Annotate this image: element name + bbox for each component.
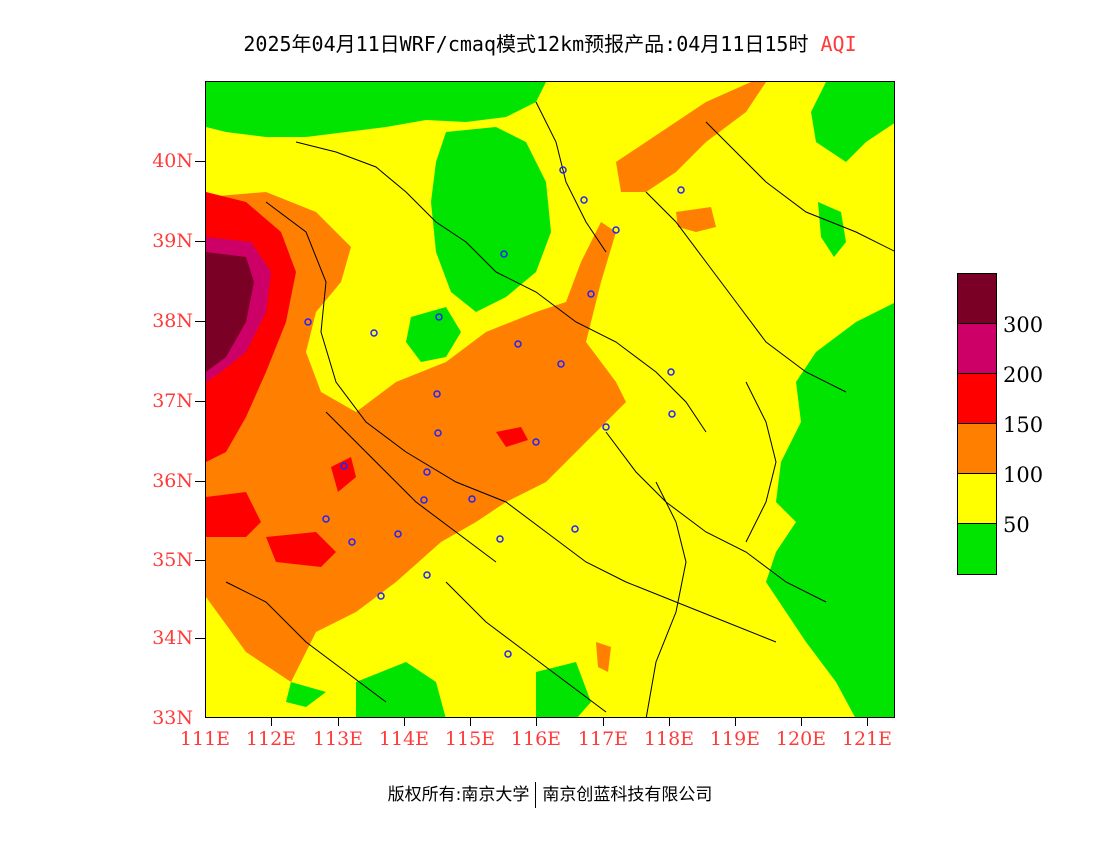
legend-label-300: 300 [1003,313,1044,337]
lat-tick [195,321,205,322]
green-zone-northeast [811,82,894,162]
green-zone-south [356,662,446,717]
legend-label-200: 200 [1003,363,1044,387]
lon-label-115e: 115E [444,728,496,750]
copyright-footer: 版权所有:南京大学 南京创蓝科技有限公司 [0,780,1100,808]
lat-label-35n: 35N [152,549,193,571]
aqi-zone-150-200-s [266,532,336,567]
title-variable: AQI [820,32,857,56]
legend-cell-200-300 [958,324,996,374]
green-zone-central [406,307,461,362]
legend-cell-100-150 [958,424,996,474]
aqi-zone-100-150-northeast [616,82,766,192]
lat-label-36n: 36N [152,470,193,492]
lon-label-119e: 119E [709,728,761,750]
lon-label-118e: 118E [643,728,695,750]
legend-label-150: 150 [1003,413,1044,437]
aqi-zone-150-200-spot1 [331,457,356,492]
footer-divider [535,782,537,808]
aqi-zone-150-200-sw [206,492,261,537]
legend-cell-50-100 [958,474,996,524]
aqi-zone-300-plus [206,252,254,372]
lat-tick [195,638,205,639]
lat-tick [195,401,205,402]
legend-label-50: 50 [1003,513,1030,537]
city-markers [304,166,685,658]
lat-label-37n: 37N [152,390,193,412]
lat-label-33n: 33N [152,707,193,729]
lon-tick [801,718,802,726]
aqi-map [205,81,895,718]
legend-cell-150-200 [958,374,996,424]
lon-tick [338,718,339,726]
aqi-zone-100-150-small [676,207,716,232]
green-zone-bohai [818,202,846,257]
green-zone-sw [286,682,326,707]
aqi-contour-map [206,82,894,717]
lon-label-121e: 121E [841,728,893,750]
lon-label-116e: 116E [510,728,562,750]
aqi-zone-150-200-spot2 [496,427,528,447]
lon-tick [404,718,405,726]
green-zone-east-sea [766,303,894,717]
admin-boundaries [225,101,894,717]
legend-cell-0-50 [958,524,996,574]
lon-tick [669,718,670,726]
legend-label-100: 100 [1003,463,1044,487]
lat-label-34n: 34N [152,627,193,649]
green-zone-south2 [536,662,591,717]
green-zone-beijing [431,127,551,312]
aqi-colorbar [957,273,997,575]
footer-right: 南京创蓝科技有限公司 [542,785,713,805]
green-zone-north [206,82,546,137]
aqi-zone-100-150-spot [596,642,611,672]
lat-tick [195,560,205,561]
lon-tick [867,718,868,726]
lon-label-111e: 111E [179,728,231,750]
lon-label-112e: 112E [245,728,297,750]
lat-label-40n: 40N [152,150,193,172]
lon-tick [271,718,272,726]
lon-label-114e: 114E [378,728,430,750]
title-main: 2025年04月11日WRF/cmaq模式12km预报产品:04月11日15时 [243,32,809,56]
lon-label-113e: 113E [312,728,364,750]
lon-tick [735,718,736,726]
lon-tick [536,718,537,726]
lon-label-120e: 120E [775,728,827,750]
lon-tick [470,718,471,726]
lon-tick [603,718,604,726]
lon-label-117e: 117E [577,728,629,750]
lat-tick [195,481,205,482]
lat-label-38n: 38N [152,310,193,332]
lat-tick [195,241,205,242]
map-title: 2025年04月11日WRF/cmaq模式12km预报产品:04月11日15时 … [0,28,1100,57]
footer-left: 版权所有:南京大学 [387,785,530,805]
lat-label-39n: 39N [152,230,193,252]
legend-cell-300-plus [958,274,996,324]
lat-tick [195,161,205,162]
